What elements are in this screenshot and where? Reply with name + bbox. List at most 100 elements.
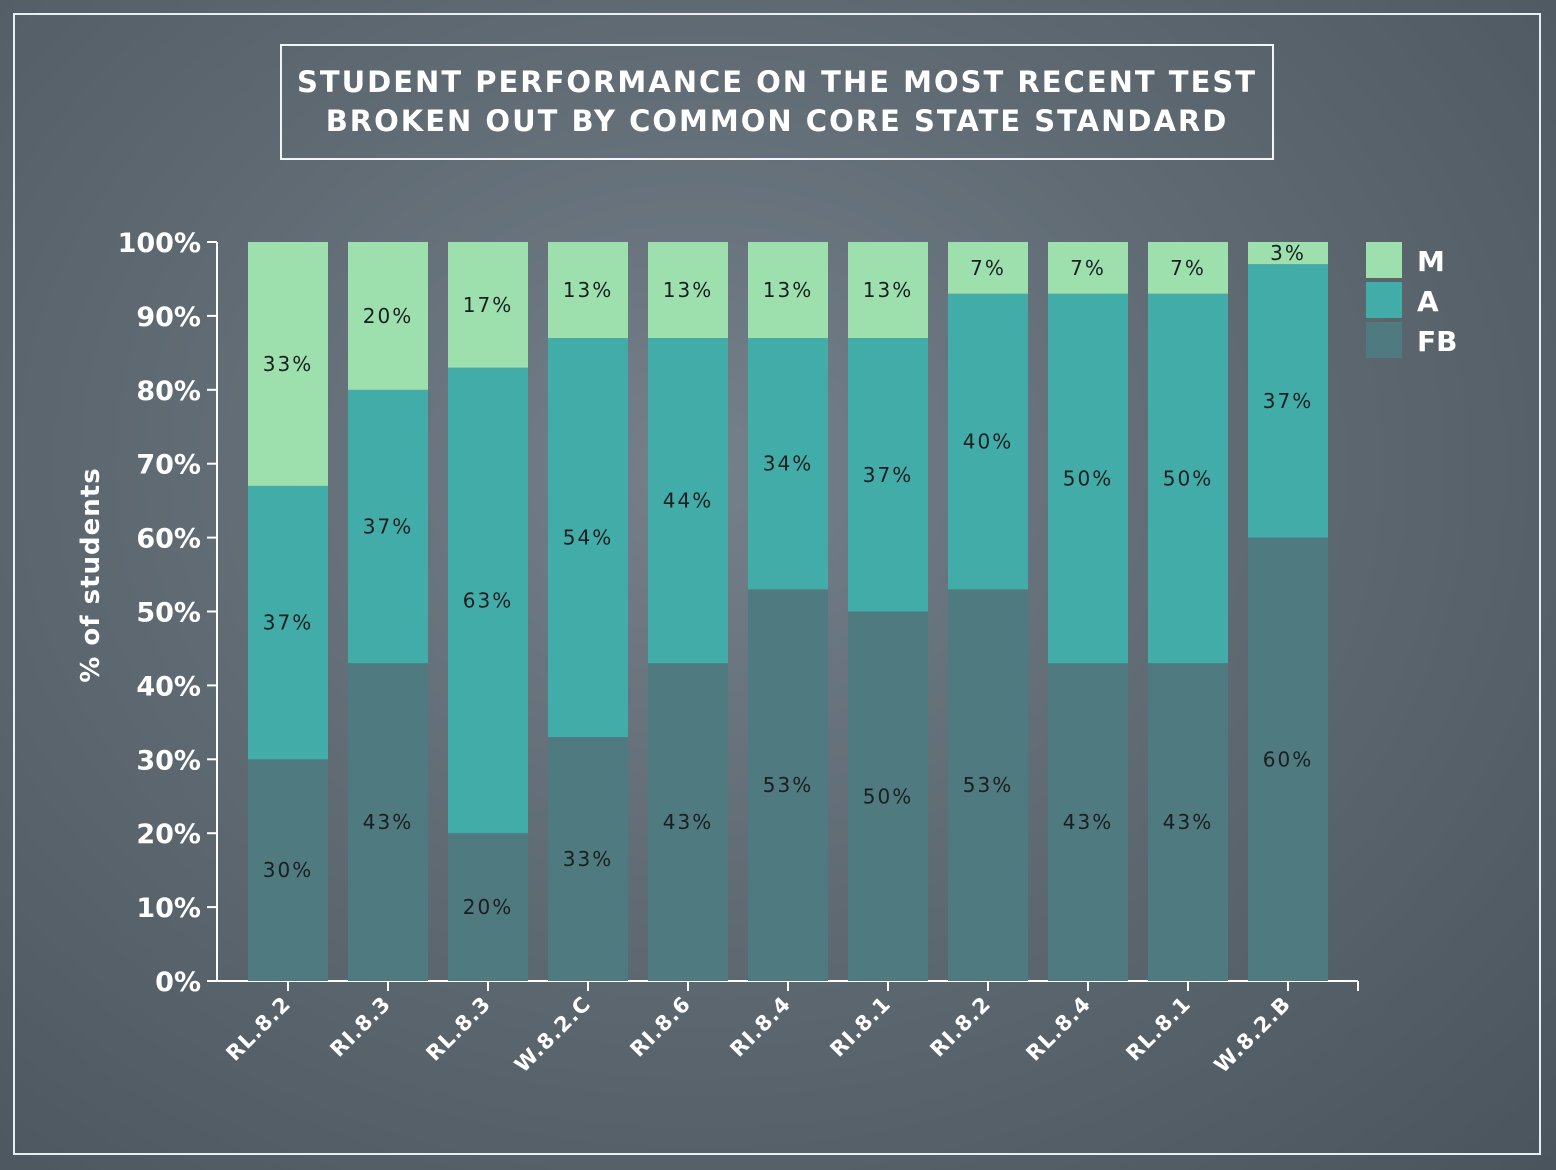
data-label: 7% bbox=[970, 256, 1006, 280]
bar-segment-m bbox=[548, 242, 628, 339]
x-tick-label: W.8.2.B bbox=[1210, 992, 1296, 1078]
data-label: 53% bbox=[763, 773, 813, 797]
bar-segment-a bbox=[848, 338, 928, 612]
y-axis-label: % of students bbox=[76, 467, 106, 682]
bar-segment-fb bbox=[748, 589, 828, 981]
y-tick-label: 30% bbox=[136, 745, 201, 776]
y-tick-label: 0% bbox=[155, 967, 201, 998]
data-label: 37% bbox=[263, 611, 313, 635]
bar-segment-a bbox=[1148, 293, 1228, 664]
data-label: 7% bbox=[1070, 256, 1106, 280]
data-label: 37% bbox=[363, 515, 413, 539]
y-tick-label: 20% bbox=[136, 819, 201, 850]
data-label: 54% bbox=[563, 526, 613, 550]
data-label: 3% bbox=[1270, 241, 1306, 265]
legend: MA FB bbox=[1366, 242, 1457, 358]
x-tick-label: RI.8.3 bbox=[325, 992, 395, 1062]
x-tick-label: RI.8.6 bbox=[625, 992, 695, 1062]
bar-segment-m bbox=[848, 242, 928, 339]
bar-segment-m bbox=[748, 242, 828, 339]
legend-label-fb: FB bbox=[1417, 325, 1457, 358]
data-label: 43% bbox=[1063, 810, 1113, 834]
y-tick-label: 90% bbox=[136, 302, 201, 333]
y-tick-label: 70% bbox=[136, 450, 201, 481]
x-tick-label: RI.8.4 bbox=[725, 992, 795, 1062]
bar-segment-m bbox=[1048, 242, 1128, 294]
bar-segment-fb bbox=[1148, 663, 1228, 981]
chart-title: STUDENT PERFORMANCE ON THE MOST RECENT T… bbox=[280, 44, 1274, 160]
bar-segment-a bbox=[748, 338, 828, 590]
data-label: 13% bbox=[863, 278, 913, 302]
bar-segment-m bbox=[448, 242, 528, 368]
bar-segment-a bbox=[648, 338, 728, 664]
bar-segment-fb bbox=[848, 611, 928, 981]
data-label: 50% bbox=[863, 784, 913, 808]
bar-segment-fb bbox=[648, 663, 728, 981]
bar-segment-a bbox=[448, 367, 528, 834]
data-label: 17% bbox=[463, 293, 513, 317]
bar-segment-a bbox=[348, 389, 428, 664]
bar-segment-a bbox=[1048, 293, 1128, 664]
data-label: 63% bbox=[463, 588, 513, 612]
data-label: 13% bbox=[763, 278, 813, 302]
data-label: 33% bbox=[563, 847, 613, 871]
bar-segment-m bbox=[248, 242, 328, 486]
data-label: 34% bbox=[763, 452, 813, 476]
bar-segment-a bbox=[548, 338, 628, 738]
bar-segment-a bbox=[1248, 264, 1328, 538]
data-label: 37% bbox=[1263, 389, 1313, 413]
x-tick-label: RL.8.1 bbox=[1121, 992, 1195, 1066]
data-label: 13% bbox=[563, 278, 613, 302]
data-label: 43% bbox=[663, 810, 713, 834]
x-tick-label: RL.8.4 bbox=[1021, 992, 1095, 1066]
bar-segment-fb bbox=[1048, 663, 1128, 981]
bar-segment-m bbox=[348, 242, 428, 390]
y-tick-label: 10% bbox=[136, 893, 201, 924]
chart-title-line-1: STUDENT PERFORMANCE ON THE MOST RECENT T… bbox=[296, 65, 1258, 99]
data-label: 53% bbox=[963, 773, 1013, 797]
bar-segment-m bbox=[948, 242, 1028, 294]
data-label: 20% bbox=[463, 895, 513, 919]
bar-segment-m bbox=[648, 242, 728, 339]
legend-swatch-m bbox=[1366, 242, 1402, 278]
bar-segment-fb bbox=[948, 589, 1028, 981]
bar-segment-a bbox=[248, 485, 328, 760]
bar-segment-fb bbox=[348, 663, 428, 981]
data-label: 44% bbox=[663, 489, 713, 513]
data-label: 33% bbox=[263, 352, 313, 376]
legend-swatch-fb bbox=[1366, 322, 1402, 358]
chart-title-line-2: BROKEN OUT BY COMMON CORE STATE STANDARD bbox=[325, 104, 1229, 138]
y-tick-label: 100% bbox=[118, 228, 201, 259]
data-label: 43% bbox=[363, 810, 413, 834]
data-label: 40% bbox=[963, 430, 1013, 454]
data-labels: 30% 37% 33% 43% 37% 20% 20% 63% 17% 33% 54% 13% 43% 4… bbox=[263, 241, 1313, 919]
data-label: 50% bbox=[1163, 466, 1213, 490]
data-label: 13% bbox=[663, 278, 713, 302]
bar-segment-fb bbox=[448, 833, 528, 981]
y-tick-label: 50% bbox=[136, 598, 201, 629]
bar-segment-m bbox=[1148, 242, 1228, 294]
bar-segment-fb bbox=[1248, 537, 1328, 981]
legend-label-m: M bbox=[1417, 245, 1445, 278]
data-label: 43% bbox=[1163, 810, 1213, 834]
bar-segment-m bbox=[1248, 242, 1328, 265]
bars bbox=[248, 242, 1328, 981]
bar-segment-a bbox=[948, 293, 1028, 590]
data-label: 7% bbox=[1170, 256, 1206, 280]
y-tick-label: 80% bbox=[136, 376, 201, 407]
data-label: 60% bbox=[1263, 747, 1313, 771]
data-label: 20% bbox=[363, 304, 413, 328]
x-tick-label: RL.8.3 bbox=[421, 992, 495, 1066]
data-label: 37% bbox=[863, 463, 913, 487]
legend-label-a: A bbox=[1417, 285, 1439, 318]
x-tick-label: RI.8.2 bbox=[925, 992, 995, 1062]
y-tick-label: 40% bbox=[136, 671, 201, 702]
chalkboard-frame bbox=[13, 13, 1541, 1155]
y-tick-label: 60% bbox=[136, 524, 201, 555]
data-label: 30% bbox=[263, 858, 313, 882]
legend-swatch-a bbox=[1366, 282, 1402, 318]
bar-segment-fb bbox=[548, 737, 628, 981]
data-label: 50% bbox=[1063, 466, 1113, 490]
bar-segment-fb bbox=[248, 759, 328, 981]
